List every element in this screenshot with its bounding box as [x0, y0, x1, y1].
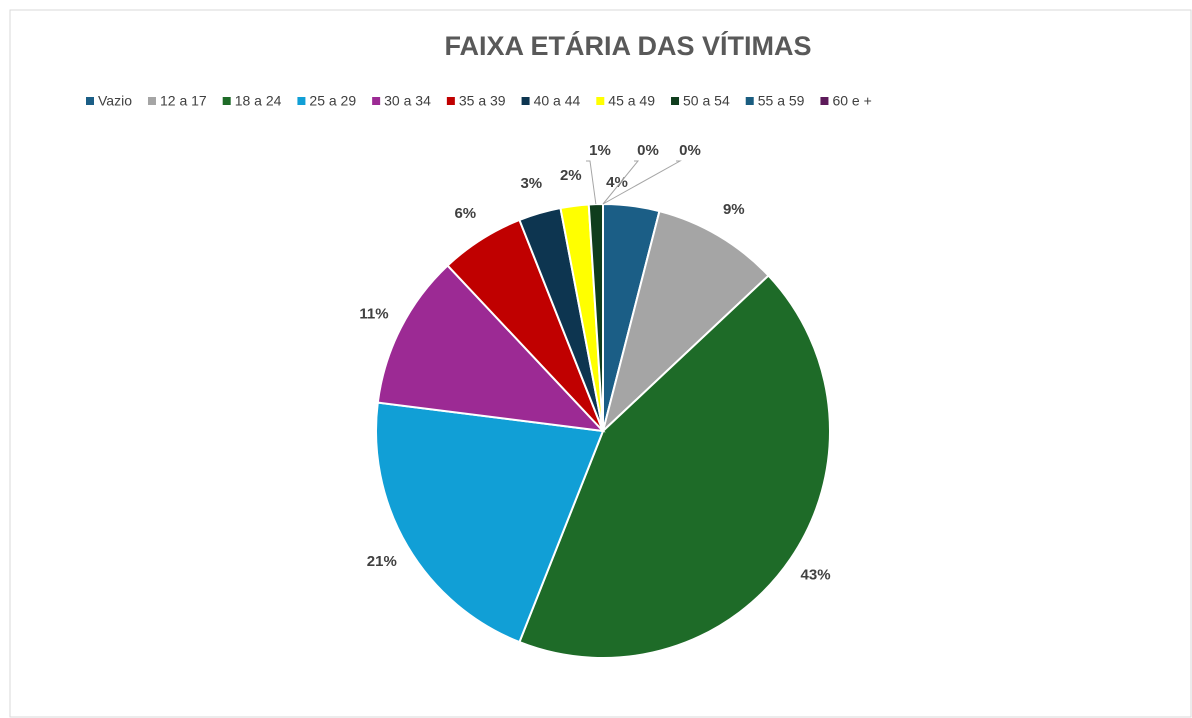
legend-swatch	[297, 97, 306, 105]
data-label: 6%	[454, 205, 476, 222]
chart-title: FAIXA ETÁRIA DAS VÍTIMAS	[444, 30, 811, 61]
legend-swatch	[222, 97, 231, 105]
legend-swatch	[596, 97, 605, 105]
legend-label: 35 a 39	[459, 93, 506, 109]
legend-label: 60 e +	[832, 93, 871, 109]
data-label: 43%	[801, 566, 831, 583]
legend-label: 30 a 34	[384, 93, 431, 109]
data-label: 2%	[560, 167, 582, 184]
legend-label: 55 a 59	[758, 93, 805, 109]
leader-line	[602, 160, 640, 205]
pie-slice	[376, 264, 606, 433]
legend-label: 45 a 49	[608, 93, 655, 109]
data-label: 0%	[679, 142, 701, 159]
legend-label: 25 a 29	[309, 93, 356, 109]
pie-slice	[375, 401, 605, 644]
leader-line	[602, 160, 682, 205]
legend-swatch	[147, 97, 156, 105]
data-label: 0%	[637, 142, 659, 159]
legend-label: 50 a 54	[683, 93, 730, 109]
legend-label: 18 a 24	[235, 93, 282, 109]
legend-swatch	[372, 97, 381, 105]
data-label: 3%	[520, 175, 542, 192]
legend-swatch	[745, 97, 754, 105]
legend-swatch	[521, 97, 530, 105]
legend-swatch	[671, 97, 680, 105]
legend-label: 12 a 17	[160, 93, 207, 109]
pie-slice	[518, 274, 831, 659]
pie-slice	[601, 209, 770, 435]
legend-label: Vazio	[98, 93, 132, 109]
leader-line	[586, 160, 597, 205]
legend-swatch	[820, 97, 829, 105]
legend-swatch	[446, 97, 455, 105]
data-label: 1%	[589, 142, 611, 159]
data-label: 4%	[606, 174, 628, 191]
data-label: 21%	[367, 553, 397, 570]
legend-label: 40 a 44	[534, 93, 581, 109]
data-label: 9%	[723, 201, 745, 218]
legend-swatch	[86, 97, 94, 105]
data-label: 11%	[359, 305, 388, 322]
